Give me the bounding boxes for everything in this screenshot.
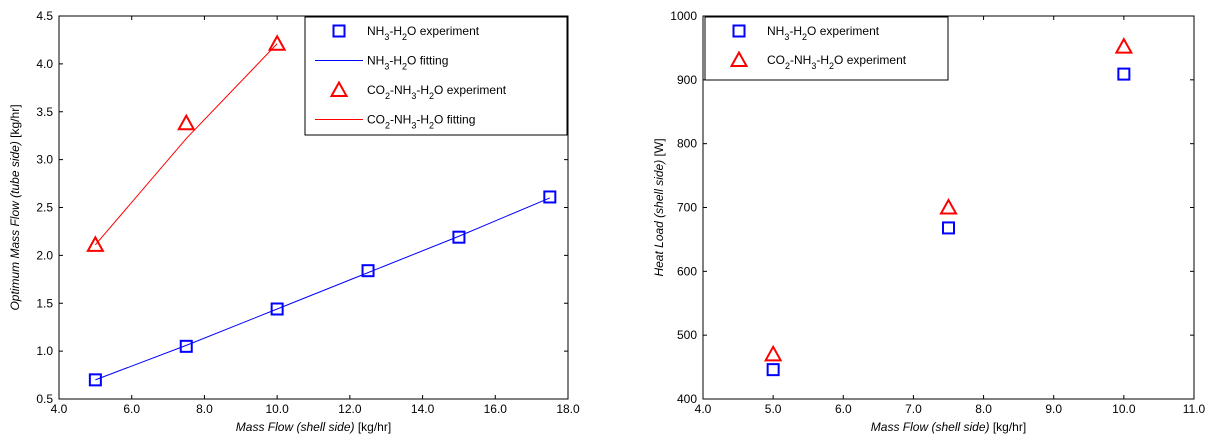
x-tick-label: 18.0: [556, 402, 580, 416]
data-point-triangle: [729, 50, 749, 67]
data-point-square: [452, 230, 466, 244]
data-point-triangle: [939, 197, 958, 215]
series-2: [95, 197, 551, 381]
x-tick-label: 4.0: [51, 402, 68, 416]
y-tick-label: 800: [677, 137, 697, 151]
y-tick-label: 1.5: [36, 296, 53, 310]
y-tick-label: 3.0: [36, 153, 53, 167]
legend-box: [304, 16, 568, 136]
x-tick-label: 11.0: [1183, 402, 1206, 416]
y-axis-label: Optimum Mass Flow (tube side) [kg/hr]: [8, 104, 22, 310]
legend-label: NH3-H2O experiment: [367, 24, 480, 42]
x-axis-label: Mass Flow (shell side) [kg/hr]: [236, 420, 391, 434]
data-point-square: [179, 339, 193, 353]
y-tick-label: 1.0: [36, 344, 53, 358]
x-tick-label: 9.0: [1045, 402, 1062, 416]
legend-label: CO2-NH3-H2O experiment: [767, 53, 907, 71]
series-4: [94, 43, 278, 246]
chart-1: 4.0 6.0 8.0 10.0 12.0 14.0 16.0 18.0 0.5 1.0 1.5 2.…: [8, 9, 580, 434]
series-line: [94, 43, 278, 246]
legend-label: CO2-NH3-H2O fitting: [367, 113, 475, 131]
y-axis-label: Heat Load (shell side) [W]: [652, 138, 666, 276]
y-tick-label: 3.5: [36, 105, 53, 119]
data-point-triangle: [329, 80, 349, 97]
x-tick-label: 6.0: [835, 402, 852, 416]
x-tick-label: 4.0: [695, 402, 712, 416]
y-tick-label: 2.0: [36, 248, 53, 262]
legend-label: NH3-H2O experiment: [767, 24, 880, 42]
y-tick-label: 700: [677, 201, 697, 215]
y-tick-label: 4.0: [36, 57, 53, 71]
x-tick-label: 10.0: [1112, 402, 1136, 416]
x-tick-label: 8.0: [975, 402, 992, 416]
data-point-triangle: [267, 34, 287, 51]
x-tick-label: 12.0: [338, 402, 362, 416]
data-point-square: [332, 24, 346, 38]
data-point-square: [732, 24, 746, 38]
y-tick-label: 900: [677, 73, 697, 87]
legend: NH3-H2O experiment CO2-NH3-H2O experiment: [704, 16, 949, 81]
x-axis-label: Mass Flow (shell side) [kg/hr]: [871, 420, 1026, 434]
data-point-square: [942, 221, 955, 235]
series-1: [766, 67, 1131, 377]
chart-2: 4.0 5.0 6.0 7.0 8.0 9.0 10.0 11.0 400 500 600 700 80…: [652, 9, 1206, 434]
data-point-square: [270, 302, 284, 316]
y-tick-label: 0.5: [36, 392, 53, 406]
x-tick-label: 10.0: [265, 402, 289, 416]
x-tick-label: 8.0: [196, 402, 213, 416]
data-point-triangle: [86, 235, 105, 252]
data-point-square: [1117, 67, 1131, 81]
series-2: [763, 37, 1134, 362]
y-tick-label: 1000: [670, 9, 697, 23]
legend-label: NH3-H2O fitting: [367, 54, 448, 72]
legend-label: CO2-NH3-H2O experiment: [367, 83, 507, 101]
x-tick-label: 16.0: [484, 402, 508, 416]
x-tick-label: 14.0: [411, 402, 435, 416]
data-point-square: [543, 190, 557, 204]
y-tick-label: 2.5: [36, 201, 53, 215]
data-point-triangle: [1114, 37, 1134, 54]
data-point-triangle: [177, 113, 196, 131]
series-1: [88, 190, 557, 387]
x-tick-label: 6.0: [123, 402, 140, 416]
series-3: [86, 34, 287, 252]
data-point-square: [88, 373, 102, 387]
legend: NH3-H2O experiment NH3-H2O fitting CO2-NH3…: [304, 16, 568, 136]
series-line: [95, 197, 551, 381]
y-tick-label: 600: [677, 264, 697, 278]
x-tick-label: 5.0: [765, 402, 782, 416]
x-tick-label: 7.0: [905, 402, 922, 416]
y-tick-label: 400: [677, 392, 697, 406]
y-tick-label: 4.5: [36, 9, 53, 23]
y-tick-label: 500: [677, 328, 697, 342]
data-point-triangle: [763, 344, 783, 362]
data-point-square: [766, 363, 780, 377]
